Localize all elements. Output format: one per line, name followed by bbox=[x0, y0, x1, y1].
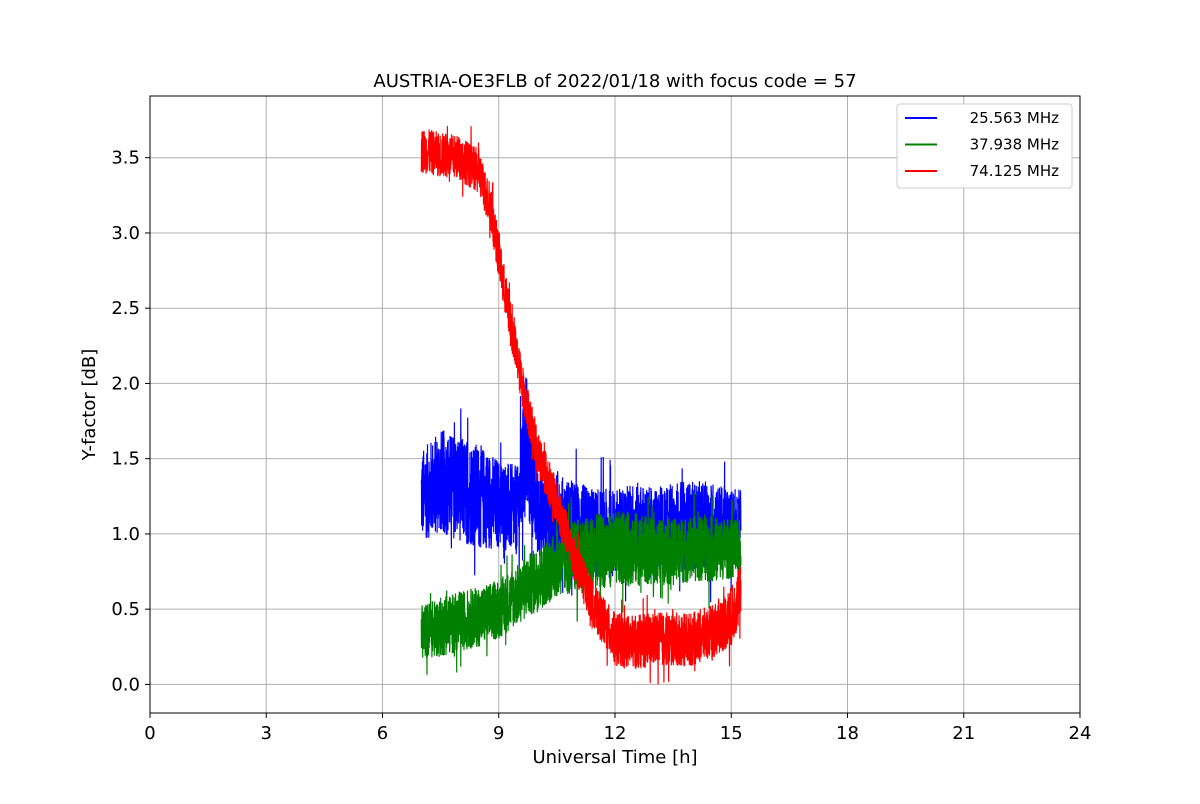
x-axis-title: Universal Time [h] bbox=[532, 747, 697, 768]
y-tick-label: 3.5 bbox=[111, 148, 140, 169]
grid-layer bbox=[149, 96, 1081, 713]
y-tick-label: 1.5 bbox=[111, 449, 140, 470]
x-tick-label: 9 bbox=[493, 723, 504, 744]
y-tick-label: 2.0 bbox=[111, 373, 140, 394]
x-tick-label: 21 bbox=[952, 723, 975, 744]
y-tick-label: 1.0 bbox=[111, 524, 140, 545]
legend-label: 25.563 MHz bbox=[970, 109, 1059, 127]
legend-box bbox=[896, 103, 1073, 189]
x-tick-label: 24 bbox=[1069, 723, 1092, 744]
series-line-1 bbox=[420, 492, 742, 675]
tick-layer: 0 3 6 9 12 15 18 21 24 0.0 0.5 1.0 1.5 2.0 2.5 3.0 3.5 bbox=[111, 148, 1091, 744]
series-line-2 bbox=[420, 126, 742, 685]
y-axis-title: Y-factor [dB] bbox=[79, 349, 100, 462]
y-tick-label: 2.5 bbox=[111, 298, 140, 319]
x-tick-label: 0 bbox=[144, 723, 155, 744]
x-tick-label: 12 bbox=[604, 723, 627, 744]
x-tick-label: 3 bbox=[261, 723, 272, 744]
chart-title: AUSTRIA-OE3FLB of 2022/01/18 with focus … bbox=[373, 71, 856, 92]
series-line-0 bbox=[420, 377, 742, 603]
x-tick-label: 15 bbox=[720, 723, 743, 744]
x-tick-label: 18 bbox=[836, 723, 859, 744]
y-tick-label: 0.5 bbox=[111, 599, 140, 620]
series-layer bbox=[420, 126, 742, 685]
legend: 25.563 MHz 37.938 MHz 74.125 MHz bbox=[896, 103, 1073, 189]
legend-label: 74.125 MHz bbox=[970, 162, 1059, 180]
legend-label: 37.938 MHz bbox=[970, 136, 1059, 154]
x-tick-label: 6 bbox=[377, 723, 388, 744]
y-tick-label: 3.0 bbox=[111, 223, 140, 244]
y-tick-label: 0.0 bbox=[111, 674, 140, 695]
